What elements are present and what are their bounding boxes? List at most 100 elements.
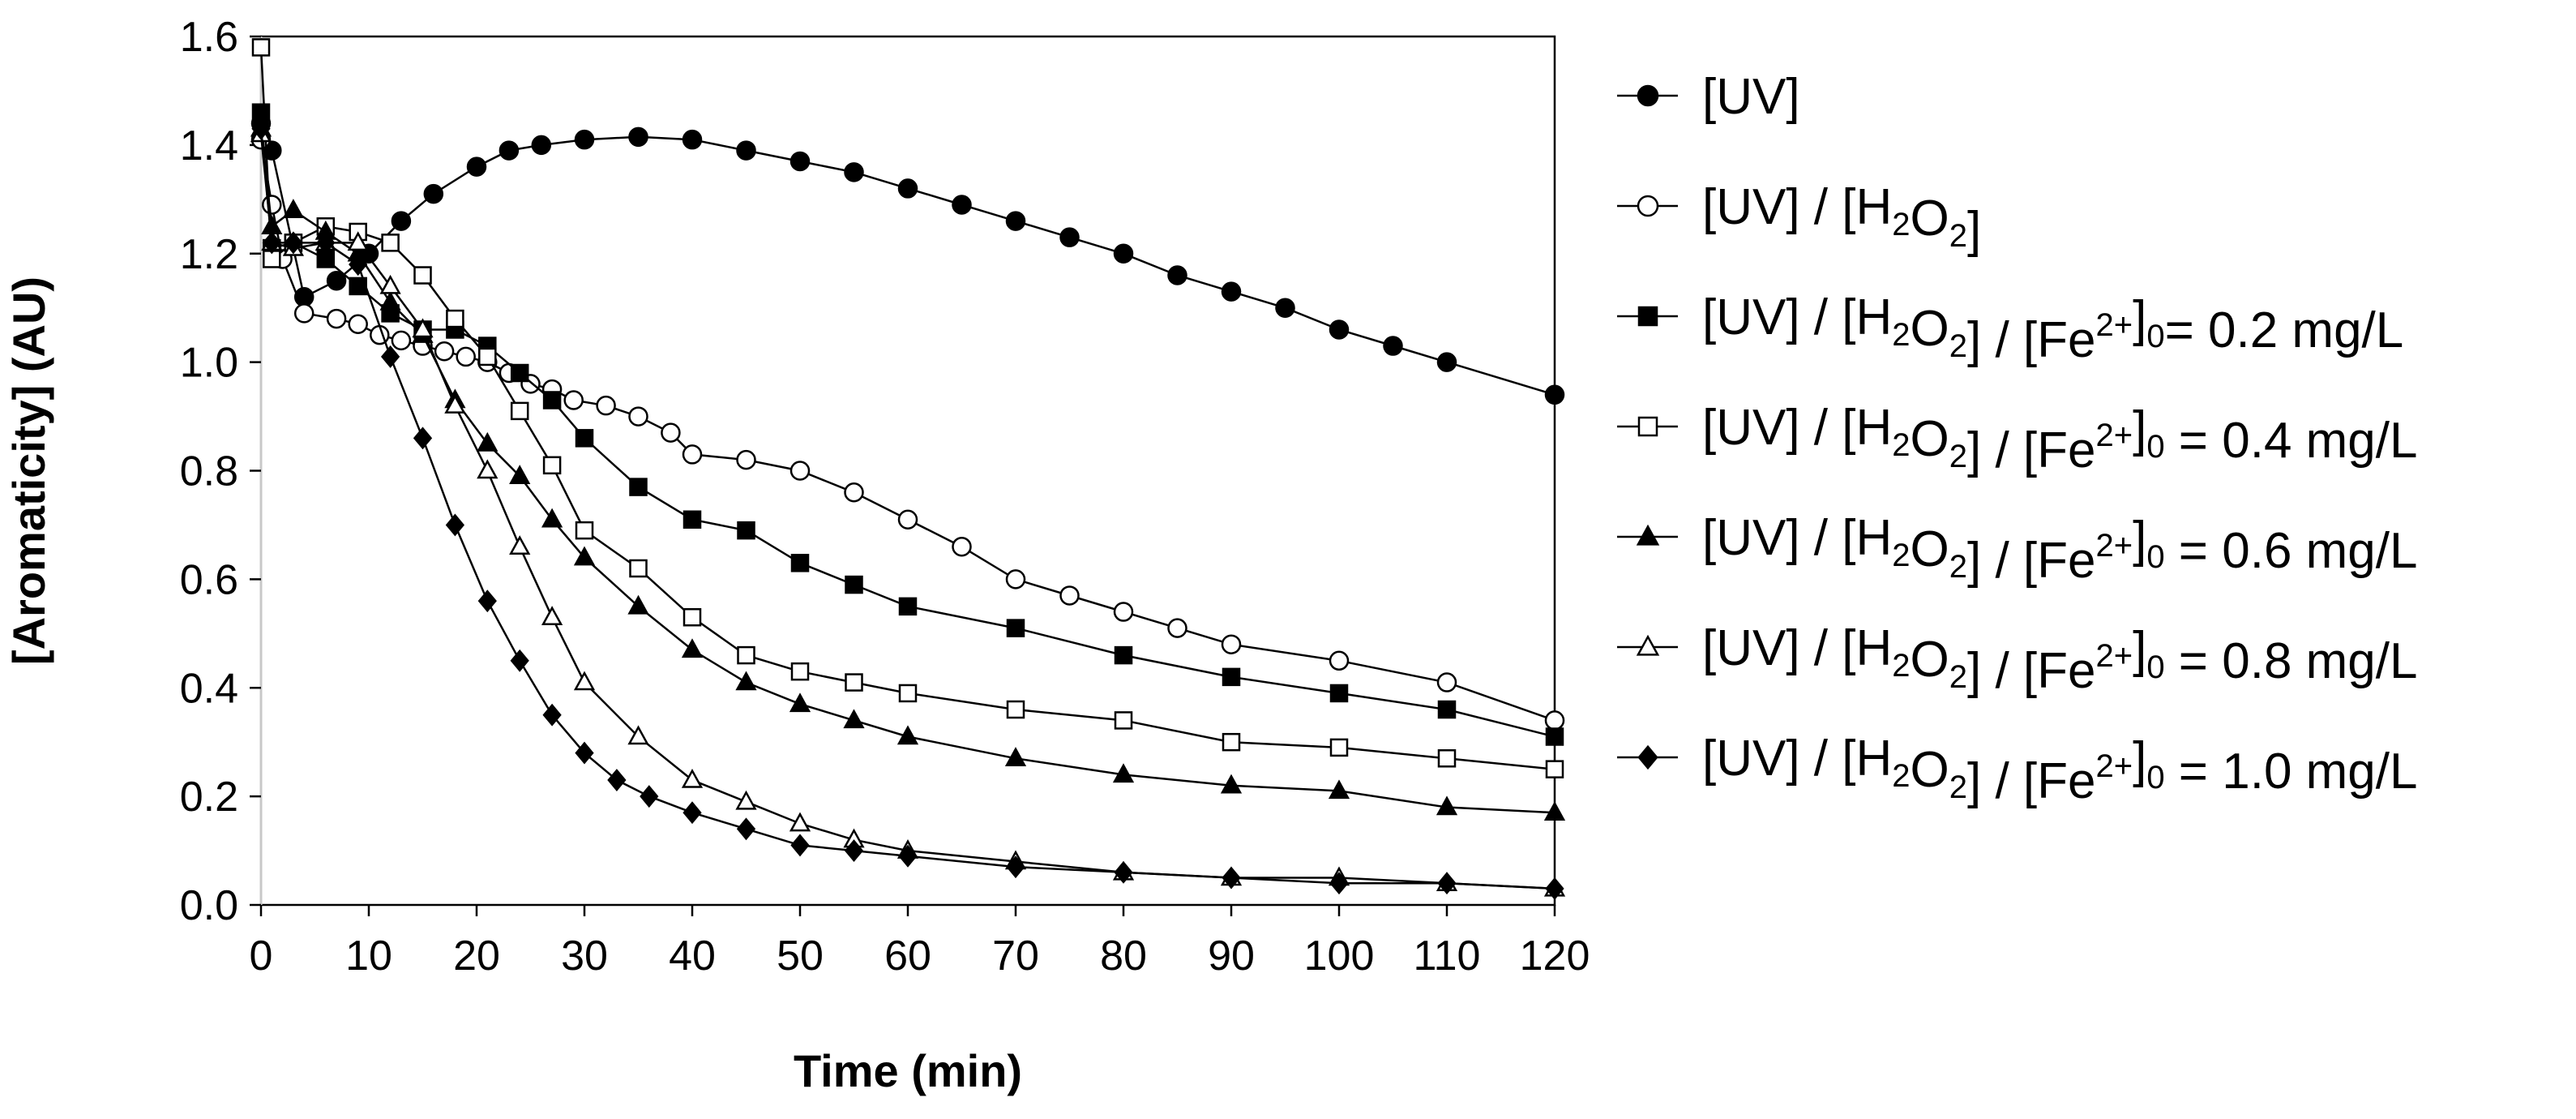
data-point (251, 38, 271, 57)
data-point (1221, 634, 1242, 654)
x-tick-label: 10 (345, 932, 392, 980)
x-tick-label: 50 (777, 932, 824, 980)
data-point (434, 341, 455, 362)
data-point (1113, 243, 1134, 264)
y-tick-label: 0.4 (180, 665, 238, 712)
axes-layer: 0 10 20 30 40 50 60 70 80 90 100 110 120 0.0 0.2 0.4 0.6… (180, 14, 1590, 980)
y-tick-label: 0.2 (180, 774, 238, 821)
data-point (413, 266, 432, 285)
data-point (499, 140, 520, 161)
data-point (735, 790, 757, 810)
data-point (1329, 650, 1350, 671)
data-point (897, 178, 918, 199)
data-point (1167, 618, 1187, 638)
data-point (682, 129, 703, 150)
data-point (1437, 749, 1457, 768)
data-point (478, 347, 497, 367)
data-point (1222, 667, 1241, 687)
data-point (681, 768, 704, 788)
data-point (843, 709, 865, 729)
y-tick-label: 0.8 (180, 448, 238, 495)
data-point (596, 395, 616, 416)
data-point (629, 559, 648, 578)
data-point (509, 465, 531, 484)
series-line (259, 128, 1555, 814)
data-point (1220, 774, 1243, 794)
data-point (1059, 585, 1080, 606)
x-tick-label: 0 (250, 932, 273, 980)
data-point (573, 671, 596, 691)
data-point (1114, 860, 1133, 884)
data-point (1436, 352, 1457, 372)
legend-label: [UV] / [H2O2] / [Fe2+]0= 0.2 mg/L (1702, 289, 2403, 368)
data-point (379, 290, 401, 311)
data-point (1059, 227, 1080, 247)
data-point (575, 429, 594, 448)
data-point (737, 521, 755, 540)
data-point (477, 431, 499, 452)
data-point (347, 231, 369, 251)
data-point (477, 459, 499, 479)
data-point (1005, 569, 1026, 590)
y-tick-label: 1.0 (180, 340, 238, 387)
data-point (1167, 265, 1187, 285)
data-point (531, 135, 552, 156)
data-point (1544, 710, 1565, 731)
data-point (251, 117, 271, 140)
legend-marker (1637, 416, 1658, 437)
y-tick-label: 0.0 (180, 882, 238, 929)
data-point (446, 309, 464, 328)
data-point (573, 546, 596, 566)
data-point (898, 597, 918, 616)
data-point (845, 673, 863, 692)
data-point (607, 769, 627, 791)
data-point (379, 274, 401, 294)
data-point (1004, 747, 1027, 767)
data-point (1222, 732, 1241, 752)
data-point (349, 253, 368, 277)
data-point (510, 401, 529, 421)
series-5 (250, 117, 1566, 821)
data-point (1113, 602, 1134, 622)
plot-frame (259, 35, 1556, 907)
data-point (1005, 211, 1026, 231)
data-point (1275, 298, 1295, 318)
x-tick-label: 120 (1520, 932, 1590, 980)
legend-label: [UV] (1702, 69, 1800, 125)
legend-item: [UV] (1617, 69, 1800, 125)
legend-label: [UV] / [H2O2] / [Fe2+]0 = 1.0 mg/L (1702, 731, 2418, 809)
data-point (845, 575, 863, 594)
data-point (1328, 779, 1350, 800)
data-point (629, 478, 648, 496)
legend-label: [UV] / [H2O2] / [Fe2+]0 = 0.4 mg/L (1702, 400, 2418, 478)
data-point (284, 231, 303, 255)
legend-label: [UV] / [H2O2] (1702, 179, 1981, 258)
data-point (952, 195, 972, 215)
data-point (293, 303, 315, 324)
x-tick-label: 90 (1208, 932, 1255, 980)
data-point (348, 314, 368, 335)
data-point (627, 725, 649, 745)
data-point (681, 638, 704, 658)
x-tick-label: 30 (561, 932, 608, 980)
series-7 (251, 117, 1564, 900)
x-tick-label: 70 (992, 932, 1039, 980)
data-point (510, 649, 529, 672)
data-point (789, 461, 811, 481)
data-point (789, 151, 811, 172)
data-point (1437, 872, 1457, 895)
data-point (326, 270, 347, 291)
series-2 (250, 129, 1565, 731)
legend-item: [UV] / [H2O2] / [Fe2+]0 = 1.0 mg/L (1617, 731, 2418, 809)
data-point (563, 390, 584, 410)
data-point (1545, 877, 1564, 900)
data-point (1112, 763, 1135, 783)
data-point (326, 308, 347, 329)
data-point (261, 215, 283, 235)
data-point (1329, 684, 1349, 703)
data-point (1545, 760, 1564, 778)
data-point (1436, 795, 1458, 816)
data-point (282, 199, 305, 218)
x-tick-label: 80 (1100, 932, 1147, 980)
